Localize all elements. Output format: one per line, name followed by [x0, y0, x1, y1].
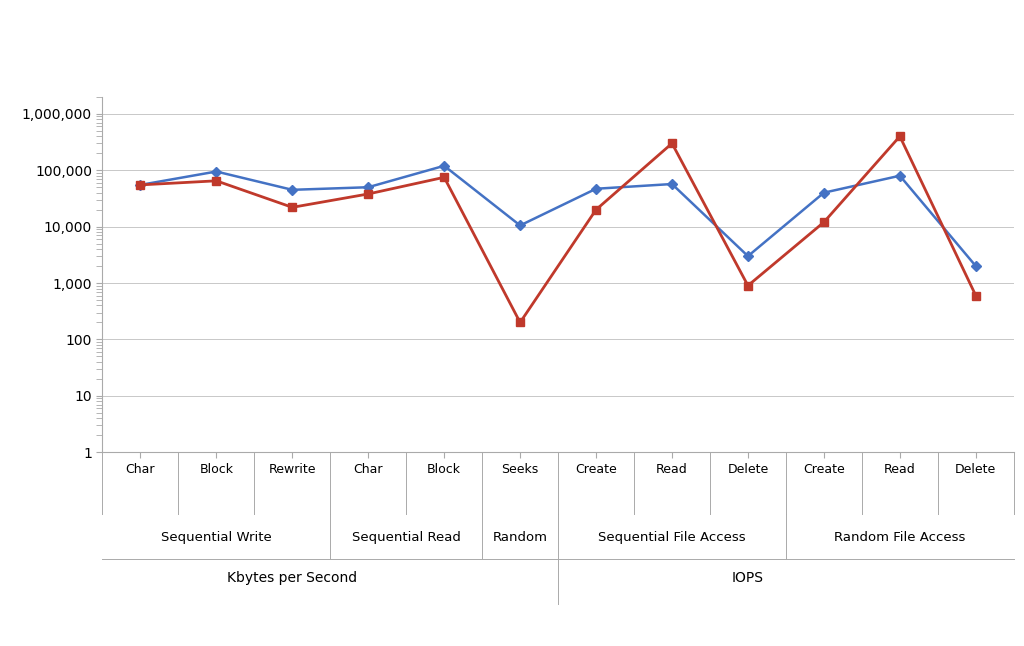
Text: Sequential Write: Sequential Write	[161, 531, 271, 544]
Text: Sequential Read: Sequential Read	[352, 531, 461, 544]
Text: Random File Access: Random File Access	[835, 531, 966, 544]
Text: IOPS: IOPS	[732, 571, 764, 585]
Text: Random: Random	[493, 531, 548, 544]
Text: Kbytes per Second: Kbytes per Second	[227, 571, 357, 585]
Text: Sequential File Access: Sequential File Access	[598, 531, 745, 544]
